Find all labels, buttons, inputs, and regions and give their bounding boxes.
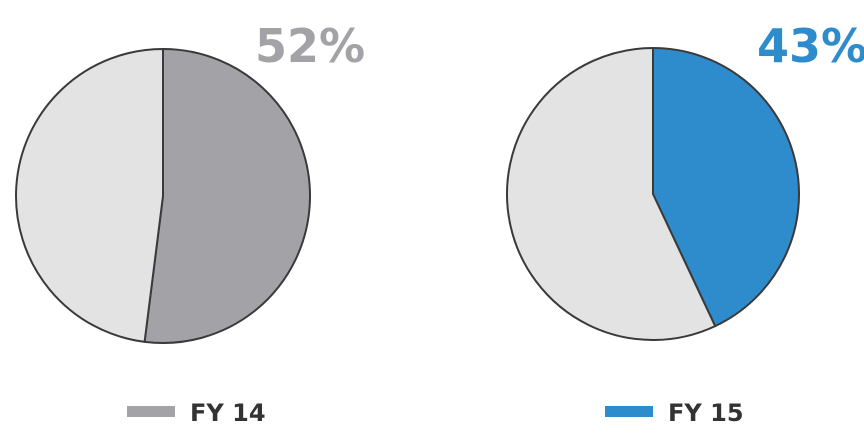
pie-slice-fy15-remainder bbox=[506, 47, 717, 341]
pie-chart-fy15 bbox=[506, 47, 800, 341]
pie-chart-fy14 bbox=[15, 48, 311, 344]
legend-label-fy15: FY 15 bbox=[668, 399, 744, 427]
value-label-fy15: 43% bbox=[757, 19, 864, 73]
pie-slice-fy14-remainder bbox=[15, 48, 164, 343]
legend-swatch-fy15 bbox=[605, 406, 653, 417]
pie-slice-fy15 bbox=[652, 47, 800, 328]
value-label-fy14: 52% bbox=[255, 19, 365, 73]
legend-label-fy14: FY 14 bbox=[190, 399, 266, 427]
legend-swatch-fy14 bbox=[127, 406, 175, 417]
pie-slice-fy14 bbox=[143, 48, 311, 344]
